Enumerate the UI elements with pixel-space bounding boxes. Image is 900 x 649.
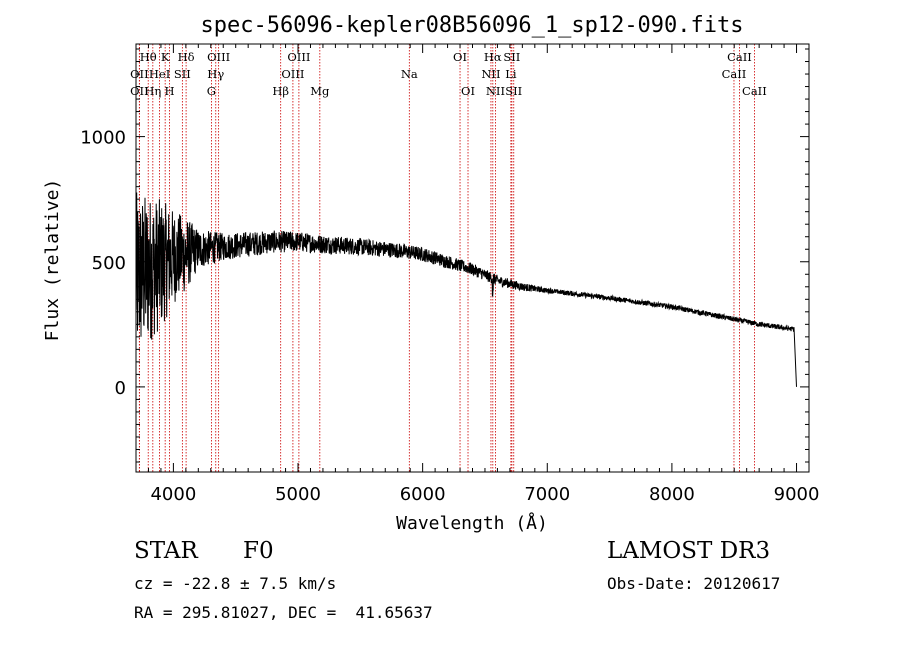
chart-title: spec-56096-kepler08B56096_1_sp12-090.fit… bbox=[200, 13, 743, 38]
spectral-line-label: SII bbox=[174, 67, 191, 81]
x-axis-ticks: 4000 5000 6000 7000 8000 9000 bbox=[135, 44, 820, 505]
spectral-line-label: CaII bbox=[742, 84, 767, 98]
observation-date: Obs-Date: 20120617 bbox=[607, 574, 781, 593]
object-class: STAR bbox=[134, 538, 198, 564]
y-axis-label: Flux (relative) bbox=[42, 179, 63, 342]
coordinates-readout: RA = 295.81027, DEC = 41.65637 bbox=[134, 603, 433, 622]
spectral-line-label: OIII bbox=[281, 67, 304, 81]
spectral-line-label: CaII bbox=[722, 67, 747, 81]
spectral-line-label: Hγ bbox=[207, 67, 224, 81]
spectral-line-label: G bbox=[207, 84, 216, 98]
spectral-line-label: Hα bbox=[484, 50, 502, 64]
spectral-line-label: Hθ bbox=[140, 50, 157, 64]
x-tick-label: 6000 bbox=[400, 484, 446, 505]
spectral-line-label: Hη bbox=[144, 84, 161, 98]
spectral-line-label: Na bbox=[401, 67, 418, 81]
x-tick-label: 8000 bbox=[649, 484, 695, 505]
spectral-line-label: K bbox=[161, 50, 170, 64]
y-tick-label: 500 bbox=[92, 253, 126, 274]
x-tick-label: 4000 bbox=[150, 484, 196, 505]
y-axis-ticks: 0 500 1000 bbox=[80, 48, 809, 463]
spectral-line-label: Hβ bbox=[272, 84, 289, 98]
spectral-line-label: OI bbox=[461, 84, 475, 98]
spectral-line-label: OIII bbox=[207, 50, 230, 64]
spectral-line-label: Hδ bbox=[178, 50, 195, 64]
spectral-line-label: OI bbox=[453, 50, 467, 64]
spectral-line-label: SII bbox=[503, 50, 520, 64]
spectral-line-label: OIII bbox=[287, 50, 310, 64]
spectral-line-label: OII bbox=[130, 84, 149, 98]
spectral-line-label: SII bbox=[505, 84, 522, 98]
x-tick-label: 5000 bbox=[275, 484, 321, 505]
spectral-line-label: NII bbox=[481, 67, 500, 81]
x-tick-label: 9000 bbox=[774, 484, 820, 505]
spectral-line-label: HeI bbox=[149, 67, 170, 81]
spectral-subclass: F0 bbox=[243, 538, 274, 564]
spectral-line-label: CaII bbox=[727, 50, 752, 64]
x-axis-label: Wavelength (Å) bbox=[396, 512, 548, 534]
x-tick-label: 7000 bbox=[524, 484, 570, 505]
spectral-line-label: Li bbox=[505, 67, 517, 81]
y-tick-label: 0 bbox=[115, 378, 126, 399]
y-tick-label: 1000 bbox=[80, 128, 126, 149]
spectral-line-label: Mg bbox=[310, 84, 330, 98]
plot-frame bbox=[135, 43, 810, 473]
spectral-line-label: NII bbox=[486, 84, 505, 98]
survey-name: LAMOST DR3 bbox=[607, 538, 771, 564]
spectral-line-label: H bbox=[165, 84, 175, 98]
redshift-readout: cz = -22.8 ± 7.5 km/s bbox=[134, 574, 337, 593]
spectrum-series-line bbox=[135, 192, 797, 387]
